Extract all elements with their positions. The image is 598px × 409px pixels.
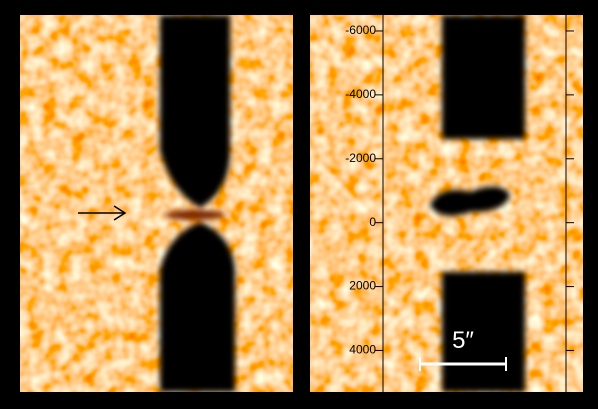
granulation: [20, 15, 293, 392]
y-tick-label: 0: [369, 215, 376, 229]
arrow-head: [113, 205, 127, 221]
y-tick-label: 4000: [349, 343, 376, 357]
dark-lanes: [160, 15, 235, 392]
y-tick-label: -2000: [345, 151, 376, 165]
dark-lanes: [430, 15, 525, 392]
y-tick-label: -6000: [345, 23, 376, 37]
right-panel: -6000 -4000 -2000 0 2000 4000 5″: [310, 15, 583, 392]
y-axis: -6000 -4000 -2000 0 2000 4000: [345, 23, 574, 357]
scale-bar-label: 5″: [452, 327, 474, 354]
left-panel: [20, 15, 293, 392]
y-tick-label: -4000: [345, 87, 376, 101]
y-tick-label: 2000: [349, 279, 376, 293]
